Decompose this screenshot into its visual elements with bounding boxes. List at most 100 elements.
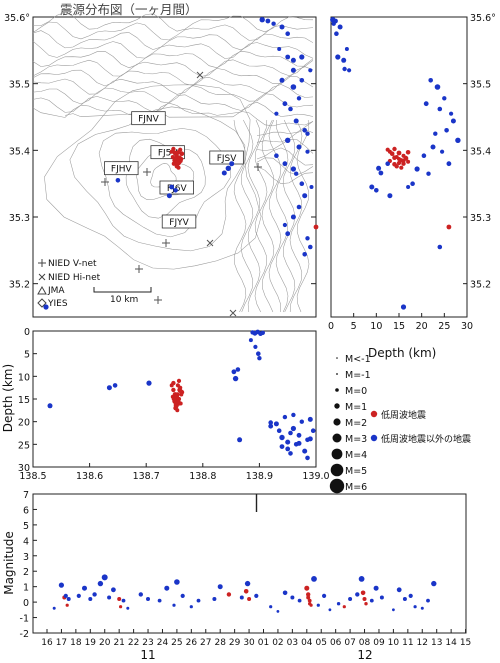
lat-tick-label: 35.3 xyxy=(470,213,491,224)
earthquake-event xyxy=(433,131,438,136)
low-frequency-event xyxy=(392,146,397,152)
earthquake-event xyxy=(274,111,279,116)
station-marker xyxy=(154,296,162,304)
earthquake-event xyxy=(157,598,162,603)
day-tick-label: 07 xyxy=(344,638,355,648)
low-frequency-event xyxy=(176,378,182,383)
contour-line xyxy=(256,157,314,176)
earthquake-event xyxy=(420,606,424,610)
low-frequency-event xyxy=(396,150,402,156)
contour-line xyxy=(32,75,314,95)
earthquake-event xyxy=(347,68,352,73)
magnitude-tick-label: 1 xyxy=(23,583,29,594)
earthquake-event xyxy=(237,437,243,443)
earthquake-event xyxy=(455,137,461,143)
day-tick-label: 26 xyxy=(186,638,198,648)
earthquake-event xyxy=(442,96,447,101)
earthquake-event xyxy=(444,128,449,133)
station-marker xyxy=(229,309,237,317)
day-tick-label: 03 xyxy=(287,638,298,648)
day-tick-label: 21 xyxy=(113,638,124,648)
earthquake-event xyxy=(296,432,302,438)
contour-line xyxy=(296,119,310,313)
day-tick-label: 28 xyxy=(214,638,226,648)
yies-marker xyxy=(37,298,47,308)
earthquake-event xyxy=(279,444,285,449)
low-frequency-event xyxy=(389,151,395,156)
earthquake-event xyxy=(269,605,273,609)
low-frequency-event xyxy=(176,399,181,404)
low-frequency-event xyxy=(401,159,406,163)
contour-line xyxy=(32,50,314,69)
earthquake-event xyxy=(358,576,365,582)
earthquake-event xyxy=(285,54,291,60)
low-frequency-event xyxy=(177,388,183,394)
day-tick-label: 24 xyxy=(157,638,169,648)
earthquake-event xyxy=(344,47,349,51)
earthquake-event xyxy=(121,598,126,603)
low-frequency-event xyxy=(392,155,397,160)
low-frequency-event xyxy=(399,165,404,170)
contour-line xyxy=(268,119,282,312)
earthquake-event xyxy=(450,118,456,124)
earthquake-event xyxy=(337,24,343,30)
lat-tick-label: 35.2 xyxy=(9,280,30,291)
low-frequency-event xyxy=(446,224,452,230)
lat-tick-label: 35.2 xyxy=(470,280,491,291)
low-frequency-event xyxy=(173,401,178,406)
day-tick-label: 29 xyxy=(229,638,241,648)
earthquake-event xyxy=(254,593,259,599)
day-tick-label: 23 xyxy=(142,638,153,648)
day-tick-label: 09 xyxy=(373,638,385,648)
month-label-nov: 11 xyxy=(140,648,155,662)
magnitude-axis-label: Magnitude xyxy=(2,531,16,595)
earthquake-event xyxy=(446,161,452,167)
earthquake-event xyxy=(302,252,308,257)
earthquake-event xyxy=(378,170,384,176)
earthquake-event xyxy=(282,414,288,420)
earthquake-event xyxy=(449,111,454,116)
earthquake-event xyxy=(437,106,443,112)
earthquake-event xyxy=(279,24,285,30)
earthquake-event xyxy=(271,21,276,26)
earthquake-event xyxy=(66,597,71,601)
earthquake-event xyxy=(322,593,327,599)
earthquake-event xyxy=(101,574,108,581)
earthquake-event xyxy=(285,137,291,143)
low-frequency-event xyxy=(171,380,176,386)
earthquake-event xyxy=(305,131,310,136)
depth-axis-label-right: Depth (km) xyxy=(368,346,436,360)
contour-line xyxy=(275,120,289,313)
earthquake-event xyxy=(302,193,308,199)
magnitude-legend-dot xyxy=(336,357,338,359)
earthquake-event xyxy=(231,369,237,375)
earthquake-event xyxy=(434,84,441,90)
earthquake-event xyxy=(328,608,332,612)
earthquake-event xyxy=(369,598,374,603)
magnitude-tick-label: 3 xyxy=(23,552,29,563)
magnitude-legend-dot xyxy=(330,463,344,477)
station-marker xyxy=(101,178,109,186)
vnet-marker xyxy=(38,259,46,267)
earthquake-event xyxy=(387,193,393,199)
magnitude-legend-dot xyxy=(333,418,341,426)
earthquake-event xyxy=(299,181,305,186)
contour-line xyxy=(289,119,303,313)
contour-line xyxy=(256,121,314,136)
lat-tick-label: 35.4 xyxy=(470,146,491,157)
day-tick-label: 06 xyxy=(330,638,342,648)
map-legend-label: NIED V-net xyxy=(48,259,97,269)
timeline-panel xyxy=(32,493,467,634)
magnitude-tick-label: 4 xyxy=(23,536,29,547)
earthquake-event xyxy=(348,597,353,601)
earthquake-event xyxy=(43,304,49,310)
low-frequency-event xyxy=(308,602,312,606)
magnitude-legend-label: M=5 xyxy=(345,466,367,477)
day-tick-label: 15 xyxy=(460,638,471,648)
contour-line xyxy=(44,84,262,270)
topographic-contours xyxy=(32,12,314,313)
earthquake-event xyxy=(431,580,437,587)
low-frequency-event xyxy=(175,383,180,388)
contour-line xyxy=(247,119,261,313)
earthquake-event xyxy=(260,330,265,335)
